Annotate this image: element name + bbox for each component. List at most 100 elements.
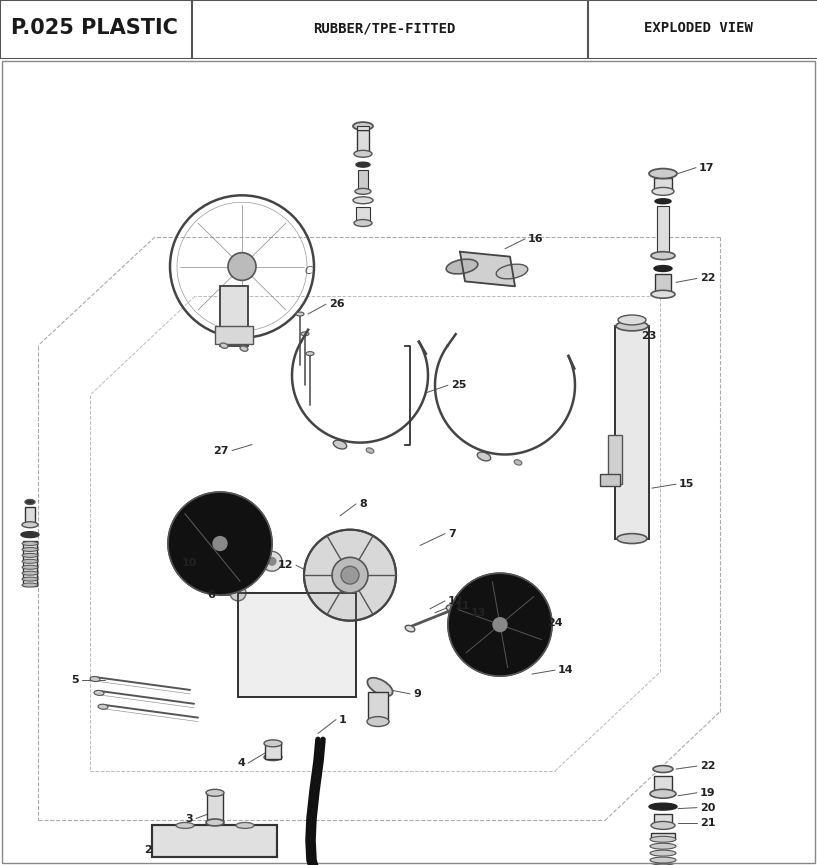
- Bar: [654, 177, 672, 191]
- Text: 14: 14: [558, 665, 574, 675]
- Text: RUBBER/TPE-FITTED: RUBBER/TPE-FITTED: [313, 22, 455, 35]
- Text: 21: 21: [700, 818, 716, 829]
- Bar: [654, 814, 672, 825]
- Circle shape: [332, 557, 368, 593]
- Ellipse shape: [206, 819, 224, 826]
- Bar: [238, 593, 356, 697]
- Ellipse shape: [650, 857, 676, 863]
- Text: 5: 5: [71, 675, 79, 685]
- Ellipse shape: [653, 766, 673, 772]
- Ellipse shape: [176, 823, 194, 829]
- Bar: [357, 130, 369, 154]
- Ellipse shape: [650, 790, 676, 798]
- Text: P.025 PLASTIC: P.025 PLASTIC: [11, 18, 177, 38]
- Ellipse shape: [301, 332, 309, 336]
- Ellipse shape: [240, 346, 248, 351]
- Text: 27: 27: [213, 445, 229, 456]
- Ellipse shape: [618, 315, 646, 325]
- Bar: [215, 326, 253, 343]
- Ellipse shape: [22, 571, 38, 575]
- Ellipse shape: [264, 740, 282, 746]
- Ellipse shape: [353, 122, 373, 130]
- Text: 16: 16: [528, 234, 543, 244]
- Bar: [356, 208, 370, 223]
- Ellipse shape: [652, 188, 674, 195]
- Text: 6: 6: [208, 590, 215, 600]
- Circle shape: [262, 551, 282, 571]
- Ellipse shape: [22, 548, 38, 551]
- Ellipse shape: [22, 583, 38, 587]
- Ellipse shape: [22, 554, 38, 557]
- Bar: [265, 743, 281, 759]
- Text: 22: 22: [700, 273, 716, 284]
- Text: 7: 7: [448, 529, 456, 539]
- Bar: [207, 793, 223, 824]
- Ellipse shape: [477, 452, 491, 461]
- Ellipse shape: [366, 448, 374, 453]
- Bar: [220, 286, 248, 346]
- Bar: [368, 692, 388, 721]
- Ellipse shape: [367, 716, 389, 727]
- Ellipse shape: [446, 605, 458, 612]
- Ellipse shape: [650, 864, 676, 865]
- Ellipse shape: [649, 804, 677, 811]
- Bar: [23, 541, 37, 586]
- Ellipse shape: [333, 440, 346, 449]
- Ellipse shape: [220, 343, 228, 349]
- Ellipse shape: [617, 534, 647, 543]
- Text: 23: 23: [641, 330, 656, 341]
- Ellipse shape: [655, 199, 671, 204]
- Circle shape: [493, 618, 507, 631]
- Bar: [600, 474, 620, 486]
- Text: 17: 17: [699, 163, 715, 173]
- Bar: [152, 825, 277, 857]
- Circle shape: [268, 557, 276, 566]
- Ellipse shape: [405, 625, 415, 631]
- Text: 25: 25: [451, 381, 467, 390]
- Text: 26: 26: [329, 299, 345, 309]
- Polygon shape: [448, 573, 552, 676]
- Bar: [220, 286, 248, 346]
- Ellipse shape: [355, 189, 371, 195]
- Ellipse shape: [21, 532, 39, 537]
- Ellipse shape: [649, 169, 677, 178]
- Text: 1: 1: [339, 714, 346, 725]
- Circle shape: [230, 585, 246, 601]
- Ellipse shape: [356, 163, 370, 167]
- Circle shape: [341, 567, 359, 584]
- Ellipse shape: [22, 560, 38, 563]
- Ellipse shape: [296, 312, 304, 316]
- Ellipse shape: [650, 843, 676, 849]
- Text: 12: 12: [278, 561, 293, 570]
- Ellipse shape: [651, 252, 675, 260]
- Ellipse shape: [616, 321, 648, 330]
- Text: 19: 19: [700, 788, 716, 798]
- Circle shape: [213, 536, 227, 550]
- Bar: [655, 274, 671, 294]
- Bar: [238, 593, 356, 697]
- Ellipse shape: [22, 577, 38, 581]
- Ellipse shape: [353, 197, 373, 204]
- Text: 9: 9: [413, 689, 421, 699]
- Ellipse shape: [236, 823, 254, 829]
- Circle shape: [228, 253, 256, 280]
- Text: 24: 24: [547, 618, 563, 628]
- Bar: [358, 170, 368, 191]
- Text: 20: 20: [700, 803, 716, 812]
- Ellipse shape: [650, 836, 676, 843]
- Bar: [654, 776, 672, 794]
- Bar: [357, 126, 369, 130]
- Ellipse shape: [368, 678, 393, 696]
- Ellipse shape: [25, 499, 35, 504]
- Ellipse shape: [446, 260, 478, 274]
- Ellipse shape: [22, 522, 38, 528]
- Bar: [615, 326, 649, 539]
- Ellipse shape: [514, 459, 522, 465]
- Ellipse shape: [94, 690, 104, 695]
- Polygon shape: [460, 252, 515, 286]
- Circle shape: [304, 529, 396, 621]
- Text: 10: 10: [181, 558, 197, 568]
- Text: EXPLODED VIEW: EXPLODED VIEW: [644, 22, 753, 35]
- Bar: [615, 326, 649, 539]
- Ellipse shape: [651, 291, 675, 298]
